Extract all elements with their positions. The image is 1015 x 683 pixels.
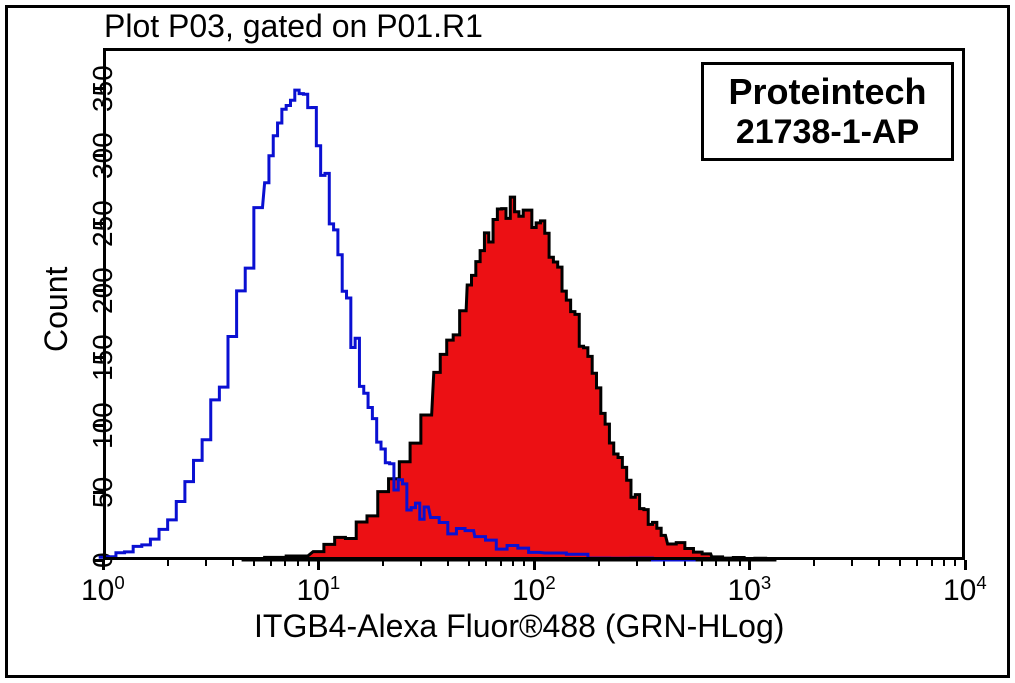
annotation-line2: 21738-1-AP — [736, 113, 919, 152]
annotation-line1: Proteintech — [728, 71, 926, 113]
annotation-box: Proteintech 21738-1-AP — [701, 62, 954, 161]
